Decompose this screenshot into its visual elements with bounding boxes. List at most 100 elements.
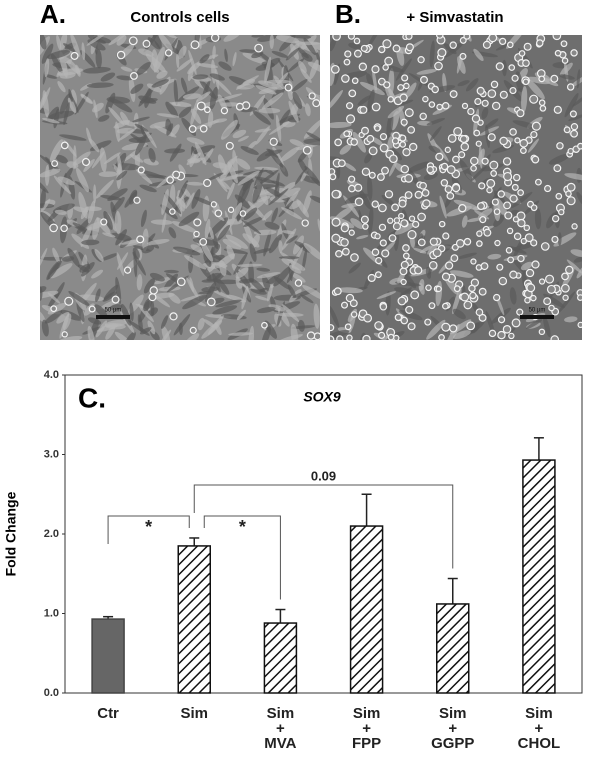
cell — [421, 189, 430, 197]
cell — [487, 89, 497, 98]
cell — [269, 35, 274, 50]
cell — [368, 171, 376, 179]
cell — [478, 182, 486, 190]
cell — [331, 189, 341, 199]
cell — [59, 93, 71, 115]
cell — [437, 48, 447, 58]
cell — [418, 278, 425, 292]
cell — [461, 215, 468, 228]
cell — [147, 320, 156, 335]
cell — [429, 237, 438, 246]
cell — [399, 267, 408, 276]
significance-bracket — [193, 484, 454, 569]
cell — [255, 85, 277, 95]
cell — [134, 123, 149, 132]
cell — [394, 287, 415, 294]
cell — [577, 142, 582, 150]
cell — [237, 135, 249, 142]
cell — [479, 126, 500, 136]
cell — [554, 49, 562, 57]
cell — [428, 302, 436, 310]
cell — [494, 239, 501, 247]
cell — [146, 238, 170, 245]
cell — [442, 302, 449, 310]
cell — [340, 238, 349, 247]
cell — [304, 103, 311, 117]
cell — [530, 239, 538, 247]
cell — [536, 39, 544, 47]
cell — [307, 61, 320, 74]
cell — [40, 256, 68, 261]
cell — [431, 85, 439, 94]
cell — [457, 80, 470, 87]
cell — [99, 147, 107, 173]
cell — [371, 248, 380, 256]
cell — [243, 216, 265, 227]
cell — [516, 109, 525, 118]
cell — [401, 74, 409, 82]
cell — [196, 91, 211, 102]
cell — [103, 152, 121, 165]
cell — [200, 241, 213, 262]
cell — [487, 133, 496, 142]
cell — [379, 302, 388, 311]
cell — [488, 35, 498, 43]
y-tick-label: 0.0 — [44, 687, 59, 699]
cell — [253, 229, 277, 236]
cell — [403, 82, 410, 90]
cell — [523, 42, 532, 51]
cell — [214, 209, 223, 218]
cell — [92, 217, 100, 240]
cell — [502, 59, 507, 77]
cell — [507, 256, 515, 264]
panel-title: Controls cells — [130, 9, 229, 26]
cell — [449, 41, 457, 49]
cell — [387, 217, 394, 224]
cell — [392, 44, 401, 53]
cell — [330, 305, 340, 328]
cell — [51, 160, 59, 167]
cell — [49, 263, 73, 279]
cell — [109, 98, 133, 113]
cell — [358, 62, 368, 71]
cell — [480, 262, 489, 271]
cell — [524, 296, 531, 304]
cell — [512, 216, 520, 223]
cell — [271, 207, 279, 223]
cell — [59, 313, 70, 339]
cell — [129, 302, 134, 322]
cell — [502, 157, 512, 166]
cell — [91, 269, 104, 279]
cell — [203, 252, 212, 267]
cell — [240, 146, 259, 155]
cell — [511, 74, 519, 82]
cell — [482, 40, 492, 49]
cell — [68, 89, 73, 102]
cell — [497, 190, 505, 198]
cell — [440, 162, 449, 171]
cell — [518, 50, 526, 57]
cell — [531, 121, 541, 131]
cell — [354, 197, 364, 207]
cell — [460, 142, 470, 151]
cell — [301, 219, 309, 227]
cell — [185, 192, 195, 208]
cell — [553, 164, 562, 173]
cell — [232, 51, 237, 67]
cell — [405, 35, 413, 40]
cell — [337, 287, 363, 294]
cell — [241, 286, 249, 310]
cell — [531, 260, 540, 269]
cell — [577, 294, 582, 301]
cell — [570, 249, 582, 258]
cell — [487, 253, 502, 260]
cell — [350, 138, 358, 146]
cell — [182, 93, 201, 100]
cell — [429, 40, 435, 68]
cell — [47, 291, 60, 309]
cell — [255, 295, 269, 301]
cell — [364, 152, 373, 164]
cell — [164, 35, 177, 39]
cell — [206, 272, 221, 282]
cell — [340, 224, 350, 233]
